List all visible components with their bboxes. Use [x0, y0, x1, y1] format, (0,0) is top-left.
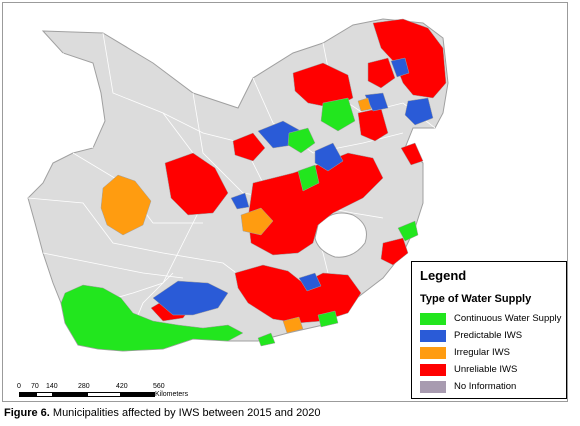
south-africa-map	[27, 18, 449, 352]
legend-item-unreliable: Unreliable IWS	[420, 361, 566, 378]
legend-title: Legend	[420, 268, 467, 283]
legend-swatch-irregular	[420, 346, 446, 359]
scale-bar-labels: 0 70 140 280 420 560	[17, 383, 207, 393]
legend-swatch-no-information	[420, 380, 446, 393]
figure-caption-label: Figure 6.	[4, 407, 50, 419]
legend-swatch-unreliable	[420, 363, 446, 376]
scale-tick-label: 420	[116, 383, 128, 390]
legend-item-irregular: Irregular IWS	[420, 344, 566, 361]
legend-subtitle: Type of Water Supply	[420, 293, 532, 305]
legend-label: Continuous Water Supply	[454, 313, 562, 324]
scale-tick-label: 70	[31, 383, 39, 390]
legend-item-continuous: Continuous Water Supply	[420, 310, 566, 327]
legend-item-no-information: No Information	[420, 378, 566, 395]
legend-label: Unreliable IWS	[454, 364, 518, 375]
legend: Legend Type of Water Supply Continuous W…	[411, 261, 567, 399]
scale-bar-segments	[19, 392, 155, 398]
legend-label: No Information	[454, 381, 517, 392]
legend-label: Predictable IWS	[454, 330, 523, 341]
predictable-iws-regions	[152, 57, 434, 316]
legend-item-predictable: Predictable IWS	[420, 327, 566, 344]
scale-tick-label: 280	[78, 383, 90, 390]
scale-tick-label: 140	[46, 383, 58, 390]
legend-label: Irregular IWS	[454, 347, 510, 358]
legend-swatch-continuous	[420, 312, 446, 325]
continuous-supply-regions	[60, 97, 419, 352]
scale-bar: 0 70 140 280 420 560 Kilometers	[17, 383, 189, 401]
map-frame: Legend Type of Water Supply Continuous W…	[2, 2, 568, 402]
legend-swatch-predictable	[420, 329, 446, 342]
scale-bar-unit: Kilometers	[155, 391, 189, 398]
scale-tick-label: 560	[153, 383, 165, 390]
unreliable-iws-regions	[150, 18, 447, 324]
irregular-iws-regions	[100, 97, 372, 334]
lesotho	[314, 212, 367, 258]
scale-tick-label: 0	[17, 383, 21, 390]
figure-caption: Figure 6. Municipalities affected by IWS…	[4, 407, 321, 419]
figure-caption-text: Municipalities affected by IWS between 2…	[49, 407, 321, 419]
